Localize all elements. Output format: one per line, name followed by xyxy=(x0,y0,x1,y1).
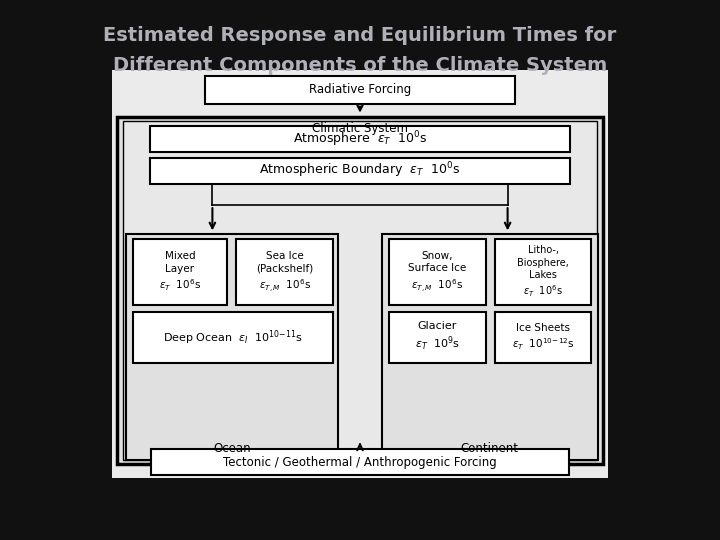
Bar xyxy=(150,126,570,152)
Bar xyxy=(236,239,333,305)
Text: Atmosphere  $\varepsilon_T$  10$^0$s: Atmosphere $\varepsilon_T$ 10$^0$s xyxy=(293,130,427,149)
Bar xyxy=(389,239,486,305)
Text: Deep Ocean  $\varepsilon_I$  10$^{10\!-\!11}$s: Deep Ocean $\varepsilon_I$ 10$^{10\!-\!1… xyxy=(163,328,303,347)
Text: Sea Ice
(Packshelf)
$\varepsilon_{T,M}$  10$^6$s: Sea Ice (Packshelf) $\varepsilon_{T,M}$ … xyxy=(256,251,313,294)
Bar xyxy=(123,121,597,460)
Text: Snow,
Surface Ice
$\varepsilon_{T,M}$  10$^6$s: Snow, Surface Ice $\varepsilon_{T,M}$ 10… xyxy=(408,251,467,294)
Bar xyxy=(495,239,591,305)
Text: Glacier
$\varepsilon_T$  10$^9$s: Glacier $\varepsilon_T$ 10$^9$s xyxy=(415,321,460,353)
Text: Radiative Forcing: Radiative Forcing xyxy=(309,83,411,96)
Text: Litho-,
Biosphere,
Lakes
$\varepsilon_T$  10$^6$s: Litho-, Biosphere, Lakes $\varepsilon_T$… xyxy=(517,245,570,299)
Text: Tectonic / Geothermal / Anthropogenic Forcing: Tectonic / Geothermal / Anthropogenic Fo… xyxy=(223,456,497,469)
Text: Estimated Response and Equilibrium Times for: Estimated Response and Equilibrium Times… xyxy=(104,25,616,45)
Bar xyxy=(150,158,570,184)
Bar xyxy=(126,234,338,460)
Text: Different Components of the Climate System: Different Components of the Climate Syst… xyxy=(113,56,607,76)
Bar xyxy=(133,312,333,363)
Text: Continent: Continent xyxy=(461,442,518,455)
Bar xyxy=(382,234,598,460)
Bar xyxy=(495,312,591,363)
Bar xyxy=(112,70,608,478)
Text: Ocean: Ocean xyxy=(213,442,251,455)
Bar xyxy=(205,76,515,104)
Bar xyxy=(117,117,603,464)
Text: Climatic System: Climatic System xyxy=(312,122,408,135)
Bar xyxy=(133,239,227,305)
Text: Atmospheric Boundary  $\varepsilon_T$  10$^0$s: Atmospheric Boundary $\varepsilon_T$ 10$… xyxy=(259,161,461,180)
Bar xyxy=(389,312,486,363)
Text: Mixed
Layer
$\varepsilon_T$  10$^6$s: Mixed Layer $\varepsilon_T$ 10$^6$s xyxy=(159,252,201,293)
Bar xyxy=(151,449,569,475)
Text: Ice Sheets
$\varepsilon_T$  10$^{10\!-\!12}$s: Ice Sheets $\varepsilon_T$ 10$^{10\!-\!1… xyxy=(512,323,575,352)
